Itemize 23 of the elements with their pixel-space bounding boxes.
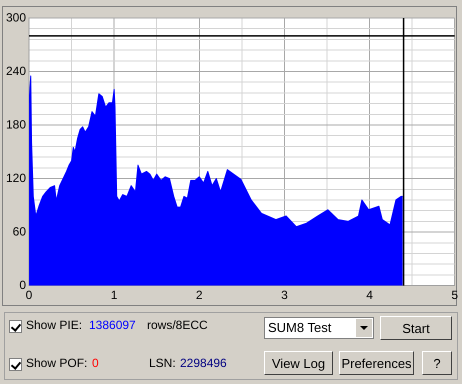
y-tick-label: 60	[12, 224, 26, 238]
y-tick-label: 120	[6, 170, 26, 185]
y-tick-label: 300	[6, 10, 26, 24]
y-tick-label: 0	[19, 278, 26, 292]
text: LSN:	[149, 356, 176, 370]
x-tick-label: 5	[451, 288, 458, 302]
text: Show POF:	[26, 356, 88, 370]
text: 0	[92, 356, 99, 370]
text: Show PIE:	[26, 318, 82, 332]
x-tick-label: 4	[366, 288, 374, 302]
text: View Log	[272, 356, 326, 370]
y-tick-label: 240	[6, 64, 26, 78]
text: 1386097	[89, 318, 136, 332]
x-tick-label: 1	[110, 288, 118, 302]
x-tick-label: 3	[281, 288, 288, 302]
y-tick-label: 180	[6, 117, 26, 132]
text: rows/8ECC	[147, 318, 208, 332]
x-tick-label: 2	[196, 288, 203, 302]
text: ?	[433, 356, 441, 370]
text: SUM8 Test	[268, 320, 332, 335]
text: 2298496	[180, 356, 227, 370]
text: Preferences	[341, 356, 412, 370]
text: Start	[402, 320, 430, 336]
